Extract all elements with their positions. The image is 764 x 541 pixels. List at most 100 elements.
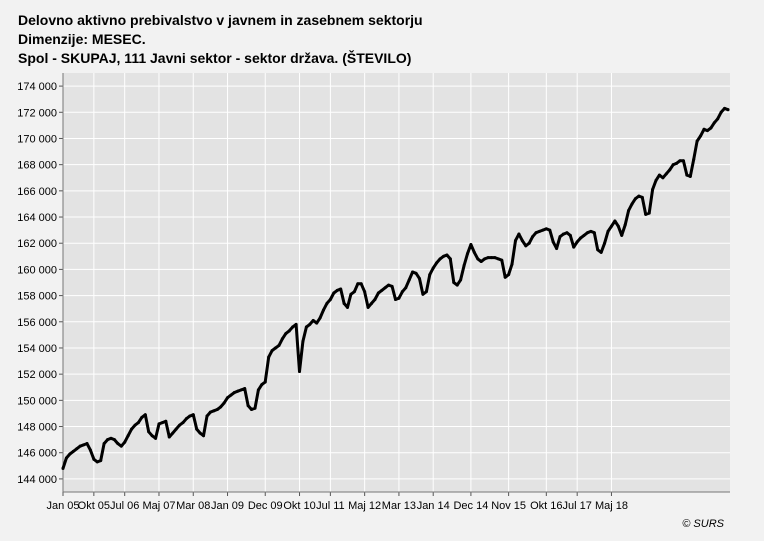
data-point <box>394 298 397 302</box>
data-point <box>404 286 408 290</box>
data-point <box>366 305 370 309</box>
data-point <box>640 195 644 199</box>
data-point <box>400 290 404 294</box>
data-point <box>184 417 188 421</box>
data-point <box>548 228 552 232</box>
data-point <box>167 435 171 439</box>
data-point <box>568 233 572 237</box>
x-tick-label: Dec 14 <box>453 500 488 512</box>
data-point <box>322 308 326 312</box>
data-point <box>359 282 363 286</box>
y-tick-label: 146 000 <box>17 448 57 460</box>
chart-title: Delovno aktivno prebivalstvo v javnem in… <box>18 12 423 28</box>
data-point <box>435 261 439 265</box>
data-point <box>685 173 689 177</box>
data-point <box>147 430 151 434</box>
data-point <box>551 240 555 244</box>
data-point <box>510 262 514 266</box>
x-tick-label: Jan 05 <box>46 500 79 512</box>
data-point <box>284 332 288 336</box>
data-point <box>346 305 350 309</box>
data-point <box>291 325 295 329</box>
data-point <box>424 290 428 294</box>
y-tick-label: 156 000 <box>17 317 57 329</box>
data-point <box>171 431 175 435</box>
data-point <box>537 229 541 233</box>
data-point <box>82 443 86 447</box>
y-tick-label: 158 000 <box>17 291 57 303</box>
data-point <box>479 260 483 264</box>
data-point <box>191 413 195 417</box>
data-point <box>664 172 668 176</box>
data-point <box>448 257 452 261</box>
data-point <box>531 235 535 239</box>
data-point <box>243 387 247 391</box>
data-point <box>476 257 480 261</box>
y-tick-label: 170 000 <box>17 133 57 145</box>
chart-dimensions: Dimenzije: MESEC. <box>18 31 146 47</box>
data-point <box>373 298 377 302</box>
data-point <box>143 413 147 417</box>
data-point <box>723 106 727 110</box>
y-tick-label: 150 000 <box>17 395 57 407</box>
data-point <box>411 270 415 274</box>
data-point <box>438 257 442 261</box>
data-point <box>397 296 401 300</box>
y-tick-label: 162 000 <box>17 238 57 250</box>
x-tick-label: Jul 11 <box>316 500 345 512</box>
data-point <box>315 321 319 325</box>
chart-titles: Delovno aktivno prebivalstvo v javnem in… <box>18 11 423 68</box>
data-point <box>661 176 665 180</box>
data-point <box>561 232 565 236</box>
data-point <box>130 427 134 431</box>
data-point <box>651 188 655 192</box>
data-point <box>363 290 367 294</box>
data-point <box>527 241 531 245</box>
data-point <box>417 277 421 281</box>
data-point <box>112 438 116 442</box>
data-point <box>726 108 730 112</box>
data-point <box>164 419 168 423</box>
data-point <box>298 370 302 374</box>
data-point <box>246 404 250 408</box>
data-point <box>215 408 219 412</box>
data-point <box>575 240 579 244</box>
data-point <box>222 401 226 405</box>
data-point <box>654 178 658 182</box>
data-point <box>92 457 96 461</box>
data-point <box>277 343 281 347</box>
data-point <box>644 212 648 216</box>
data-point <box>150 434 154 438</box>
data-point <box>75 447 79 451</box>
data-point <box>85 442 89 446</box>
data-point <box>339 287 343 291</box>
x-tick-label: Maj 12 <box>348 500 381 512</box>
data-point <box>462 263 466 267</box>
data-point <box>517 232 521 236</box>
data-point <box>705 129 709 133</box>
data-point <box>469 243 473 247</box>
data-point <box>250 408 254 412</box>
data-point <box>472 250 476 254</box>
data-point <box>688 174 692 178</box>
data-point <box>287 329 291 333</box>
data-point <box>407 278 411 282</box>
data-point <box>332 291 336 295</box>
data-point <box>260 383 264 387</box>
data-point <box>555 246 559 250</box>
data-point <box>88 448 92 452</box>
data-point <box>579 236 583 240</box>
data-point <box>507 273 511 277</box>
data-point <box>274 346 278 350</box>
y-tick-label: 168 000 <box>17 160 57 172</box>
data-point <box>380 288 384 292</box>
data-point <box>136 421 140 425</box>
data-point <box>544 227 548 231</box>
data-point <box>630 202 634 206</box>
x-tick-label: Maj 18 <box>595 500 628 512</box>
data-point <box>328 298 332 302</box>
data-point <box>174 427 178 431</box>
data-point <box>699 134 703 138</box>
data-point <box>205 414 209 418</box>
data-point <box>325 301 329 305</box>
